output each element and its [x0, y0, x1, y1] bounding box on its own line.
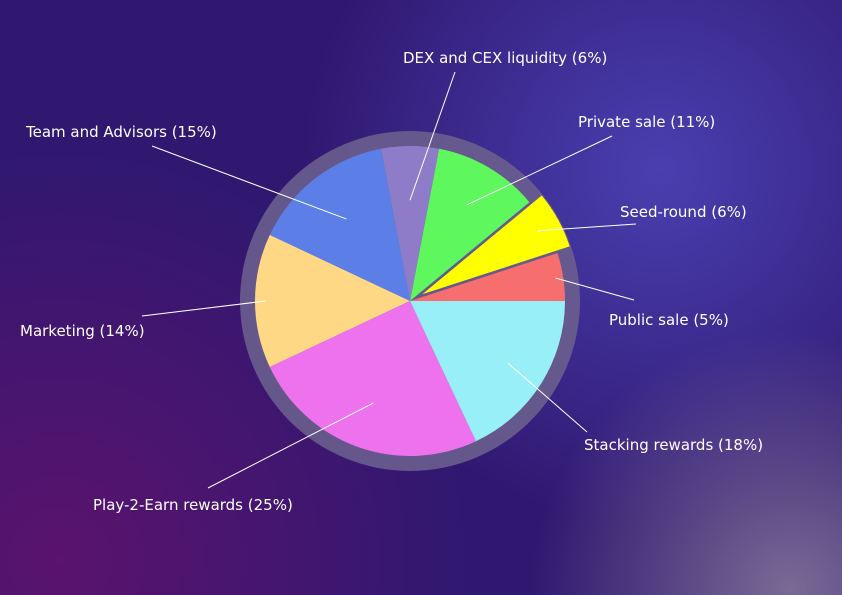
pie-slice-play-2-earn-rewards	[269, 301, 476, 456]
slice-label-team-advisors: Team and Advisors (15%)	[25, 123, 217, 141]
leader-line-team-and-advisors	[151, 145, 347, 220]
leader-lines	[141, 71, 637, 489]
pie-slice-stacking-rewards	[410, 301, 565, 442]
slice-label-private-sale: Private sale (11%)	[578, 113, 715, 131]
slice-label-public-sale: Public sale (5%)	[609, 311, 729, 329]
leader-line-public-sale	[555, 277, 635, 301]
leader-line-private-sale	[466, 135, 613, 206]
slice-label-marketing: Marketing (14%)	[20, 322, 145, 340]
leader-line-seed-round	[537, 223, 637, 232]
slice-label-play-2-earn: Play-2-Earn rewards (25%)	[93, 496, 293, 514]
pie-slice-private-sale	[410, 148, 530, 301]
leader-line-marketing	[141, 300, 266, 317]
pie-slices	[254, 146, 570, 456]
slice-label-seed-round: Seed-round (6%)	[620, 203, 747, 221]
pie-slice-public-sale	[410, 253, 565, 301]
leader-line-stacking-rewards	[507, 362, 588, 433]
leader-line-dex-and-cex-liquidity	[409, 71, 456, 201]
slice-label-dex-cex-liquidity: DEX and CEX liquidity (6%)	[403, 49, 607, 67]
pie-slice-dex-and-cex-liquidity	[380, 146, 440, 301]
slice-label-stacking-rewards: Stacking rewards (18%)	[584, 436, 763, 454]
pie-slice-seed-round	[422, 195, 570, 295]
pie-slice-marketing	[254, 235, 410, 367]
leader-line-play-2-earn-rewards	[207, 402, 374, 489]
pie-slice-team-and-advisors	[269, 148, 410, 301]
